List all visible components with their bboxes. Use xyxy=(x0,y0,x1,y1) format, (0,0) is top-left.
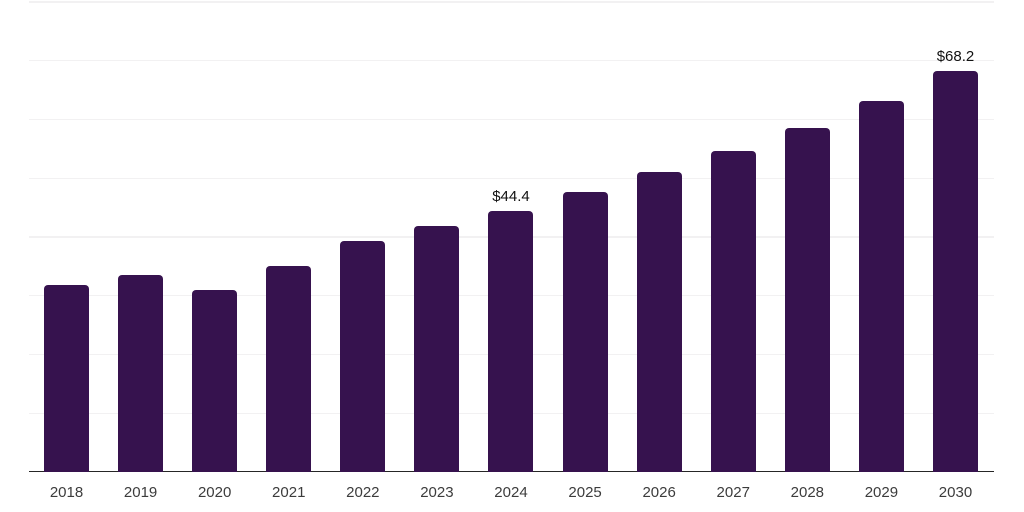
x-tick-2024: 2024 xyxy=(494,484,528,501)
bar-2027 xyxy=(710,150,756,472)
bar-2026 xyxy=(636,171,682,472)
bar-2023 xyxy=(414,226,460,472)
bar-2025 xyxy=(562,192,608,472)
bar-2021 xyxy=(266,265,312,472)
x-tick-2026: 2026 xyxy=(642,484,676,501)
x-tick-2018: 2018 xyxy=(49,484,84,501)
bar-2019 xyxy=(118,274,164,472)
x-tick-2025: 2025 xyxy=(568,484,602,501)
bar-2018 xyxy=(44,285,89,472)
x-tick-2022: 2022 xyxy=(346,484,380,501)
gridline-70 xyxy=(29,60,994,62)
x-tick-2029: 2029 xyxy=(864,484,899,501)
bar-2029 xyxy=(858,100,904,472)
x-tick-2020: 2020 xyxy=(197,484,232,501)
x-tick-2021: 2021 xyxy=(272,484,306,501)
bar-2024 xyxy=(488,211,534,472)
x-tick-2027: 2027 xyxy=(716,484,750,501)
x-tick-2028: 2028 xyxy=(790,484,825,501)
bar-2028 xyxy=(784,127,830,472)
gridline-80 xyxy=(29,1,994,3)
x-tick-2019: 2019 xyxy=(123,484,158,501)
value-label-2030: $68.2 xyxy=(936,48,975,66)
value-label-2024: $44.4 xyxy=(492,188,530,206)
bar-2020 xyxy=(192,289,238,472)
gridline-50 xyxy=(29,177,994,179)
gridline-60 xyxy=(29,118,994,121)
bar-2022 xyxy=(340,241,386,472)
x-tick-2030: 2030 xyxy=(938,484,973,501)
bar-2030 xyxy=(932,71,978,472)
x-tick-2023: 2023 xyxy=(420,484,454,501)
